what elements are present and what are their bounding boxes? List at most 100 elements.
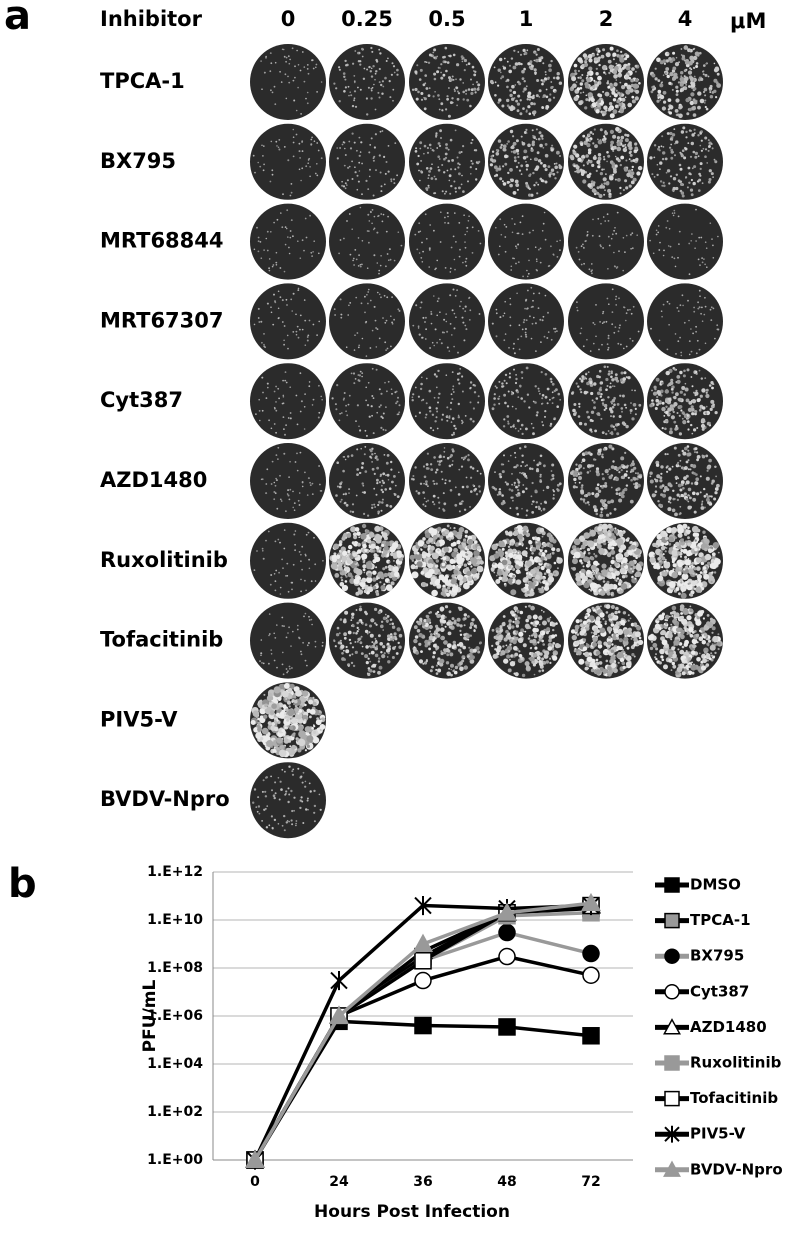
plaque	[624, 371, 627, 374]
plaque	[359, 582, 362, 585]
plaque	[536, 258, 538, 260]
plaque	[684, 76, 689, 81]
plaque	[434, 192, 436, 194]
plaque	[293, 142, 295, 144]
plaque	[613, 252, 615, 254]
plaque	[633, 566, 637, 570]
plaque	[517, 109, 520, 112]
well	[409, 204, 485, 280]
plaque	[625, 96, 627, 98]
plaque	[414, 234, 416, 236]
plaque	[691, 376, 693, 378]
plaque	[429, 87, 431, 89]
plaque	[501, 576, 507, 582]
plaque	[392, 100, 394, 102]
plaque	[557, 489, 560, 492]
plaque	[438, 98, 440, 100]
plaque	[437, 549, 439, 551]
plaque	[498, 491, 501, 494]
plaque	[470, 477, 472, 479]
plaque	[273, 294, 275, 296]
plaque	[269, 270, 271, 272]
plaque	[526, 164, 529, 167]
plaque	[570, 156, 574, 160]
plaque	[375, 320, 377, 322]
plaque	[510, 426, 512, 428]
plaque	[372, 65, 374, 67]
plaque	[450, 268, 452, 270]
plaque	[612, 174, 614, 176]
plaque	[300, 591, 302, 593]
plaque	[625, 138, 629, 142]
plaque	[416, 490, 418, 492]
plaque	[701, 506, 705, 510]
plaque	[615, 179, 617, 181]
plaque	[425, 417, 427, 419]
plaque	[379, 481, 381, 483]
plaque	[604, 404, 607, 407]
plaque	[514, 159, 517, 162]
plaque	[510, 146, 513, 149]
plaque	[682, 420, 686, 424]
plaque	[695, 371, 697, 373]
plaque	[695, 447, 698, 450]
plaque	[398, 411, 400, 413]
plaque	[529, 232, 531, 234]
plaque	[304, 580, 306, 582]
plaque	[501, 234, 503, 236]
plaque	[591, 263, 593, 265]
plaque	[597, 186, 600, 189]
plaque	[506, 382, 508, 384]
plaque	[695, 152, 698, 155]
plaque	[576, 301, 578, 303]
plaque	[380, 416, 382, 418]
plaque	[372, 577, 376, 581]
plaque	[518, 162, 520, 164]
plaque	[499, 488, 501, 490]
plaque	[702, 182, 704, 184]
plaque	[623, 348, 625, 350]
plaque	[321, 157, 323, 159]
plaque	[704, 155, 707, 158]
plaque	[516, 166, 518, 168]
plaque	[276, 508, 278, 510]
plaque	[412, 393, 414, 395]
plaque	[426, 378, 428, 380]
plaque	[447, 170, 449, 172]
plaque	[528, 273, 530, 275]
plaque	[430, 468, 433, 471]
plaque	[672, 490, 674, 492]
plaque	[472, 226, 474, 228]
plaque	[540, 56, 543, 59]
plaque	[442, 414, 444, 416]
plaque	[297, 470, 299, 472]
plaque	[676, 57, 678, 59]
plaque	[376, 346, 378, 348]
plaque	[292, 491, 294, 493]
plaque	[308, 477, 310, 479]
plaque	[351, 228, 353, 230]
plaque	[357, 332, 359, 334]
plaque	[607, 298, 609, 300]
plaque	[653, 157, 655, 159]
plaque	[592, 322, 594, 324]
plaque	[353, 532, 357, 536]
plaque	[540, 455, 543, 458]
plaque	[503, 67, 506, 70]
row-label: MRT68844	[100, 229, 224, 253]
plaque	[691, 133, 694, 136]
plaque	[381, 501, 384, 504]
plaque	[283, 395, 285, 397]
plaque	[684, 69, 687, 72]
plaque	[550, 81, 552, 83]
plaque	[263, 344, 265, 346]
plaque	[693, 165, 696, 168]
plaque	[441, 471, 443, 473]
plaque	[441, 591, 445, 595]
plaque	[629, 152, 632, 155]
plaque	[275, 580, 277, 582]
plaque	[386, 296, 388, 298]
plaque	[509, 94, 512, 97]
plaque	[509, 376, 511, 378]
plaque	[591, 164, 594, 167]
